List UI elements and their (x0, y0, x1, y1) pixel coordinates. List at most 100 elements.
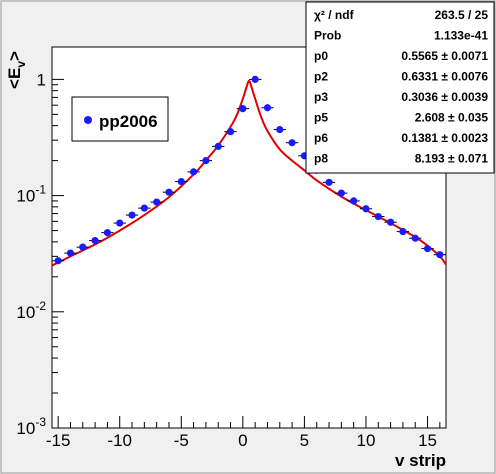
data-point (64, 249, 77, 257)
stats-key: χ² / ndf (314, 8, 355, 22)
y-tick-label: 10-1 (16, 183, 46, 206)
data-point (372, 212, 385, 221)
y-tick-label: 10-3 (16, 415, 46, 438)
stats-key: p3 (314, 90, 328, 104)
x-tick-label: 0 (238, 431, 247, 450)
x-tick-label: 15 (418, 431, 437, 450)
data-point (224, 128, 237, 136)
stats-value: 8.193 ± 0.071 (415, 152, 489, 166)
data-point (384, 218, 397, 226)
point-marker (350, 197, 358, 205)
y-tick-label: 10-2 (16, 299, 46, 322)
x-axis: -15 -10 -5 0 5 10 15 (46, 416, 441, 450)
data-point (101, 229, 114, 237)
data-point (396, 227, 410, 236)
stats-value: 0.1381 ± 0.0023 (401, 131, 488, 145)
point-marker (91, 236, 99, 245)
legend-label: pp2006 (99, 112, 158, 131)
data-point (150, 198, 163, 206)
data-points (52, 75, 446, 265)
point-marker (374, 212, 382, 221)
data-point (52, 257, 65, 265)
y-tick-base: 10 (16, 187, 35, 206)
stats-box-frame (305, 1, 495, 174)
data-point (335, 189, 348, 197)
stats-value: 2.608 ± 0.035 (415, 111, 489, 125)
point-marker (214, 142, 222, 151)
x-tick-label: -5 (174, 431, 189, 450)
point-marker (239, 105, 247, 113)
data-point (433, 251, 446, 259)
point-marker (251, 75, 259, 83)
point-marker (276, 125, 284, 134)
point-marker (54, 257, 62, 265)
fit-stats-box: χ² / ndf 263.5 / 25 Prob 1.133e-41 p0 0.5565 … (305, 1, 495, 174)
point-marker (386, 218, 395, 226)
data-point (261, 104, 274, 112)
data-point (273, 125, 286, 134)
data-point (76, 243, 89, 251)
data-point (88, 236, 102, 245)
point-marker (79, 243, 87, 251)
stats-value: 0.6331 ± 0.0076 (401, 70, 488, 84)
point-marker (103, 229, 112, 237)
data-point (322, 178, 336, 186)
data-point (285, 139, 299, 147)
point-marker (116, 219, 124, 227)
stats-value: 0.3036 ± 0.0039 (401, 90, 488, 104)
data-point (162, 188, 176, 196)
stats-key: p0 (314, 49, 328, 63)
data-point (138, 204, 151, 212)
data-point (236, 105, 249, 113)
point-marker (436, 251, 444, 259)
point-marker (226, 128, 235, 136)
data-point (212, 142, 225, 151)
data-point (421, 244, 434, 253)
point-marker (128, 211, 136, 219)
stats-key: Prob (314, 29, 341, 43)
point-marker (202, 157, 210, 165)
stats-value: 0.5565 ± 0.0071 (401, 49, 488, 63)
stats-key: p8 (314, 152, 328, 166)
y-axis-title: <Ev> (5, 51, 28, 89)
y-axis-title-sub: v (14, 61, 28, 68)
data-point (113, 219, 126, 227)
y-tick-label: 1 (37, 70, 46, 89)
stats-value: 263.5 / 25 (435, 8, 489, 22)
x-tick-label: 10 (357, 431, 376, 450)
data-point (359, 205, 373, 213)
point-marker (288, 139, 296, 147)
data-point (187, 168, 200, 176)
point-marker (263, 104, 272, 112)
data-point (199, 157, 213, 165)
y-tick-base: 1 (37, 70, 46, 89)
point-marker (66, 249, 75, 257)
point-marker (399, 227, 407, 236)
point-marker (411, 234, 419, 242)
point-marker (325, 178, 333, 186)
point-marker (153, 198, 161, 206)
legend: pp2006 (71, 96, 169, 142)
x-axis-title: v strip (395, 451, 446, 470)
fit-layer (51, 79, 447, 267)
stats-key: p6 (314, 131, 328, 145)
y-axis-title-close: > (5, 51, 24, 61)
y-axis: 10-310-210-11 (16, 70, 64, 438)
y-tick-exponent: -2 (35, 299, 46, 313)
point-marker (337, 189, 345, 197)
point-marker (423, 244, 432, 253)
y-axis-title-main: <E (5, 68, 24, 89)
data-point (249, 75, 262, 83)
point-marker (177, 177, 185, 186)
x-tick-label: -15 (46, 431, 71, 450)
point-marker (189, 168, 198, 176)
stats-key: p2 (314, 70, 328, 84)
point-marker (140, 204, 148, 212)
x-tick-label: -10 (107, 431, 132, 450)
data-point (125, 211, 139, 219)
data-point (175, 177, 188, 186)
stats-rows: χ² / ndf 263.5 / 25 Prob 1.133e-41 p0 0.5565 … (314, 8, 488, 166)
